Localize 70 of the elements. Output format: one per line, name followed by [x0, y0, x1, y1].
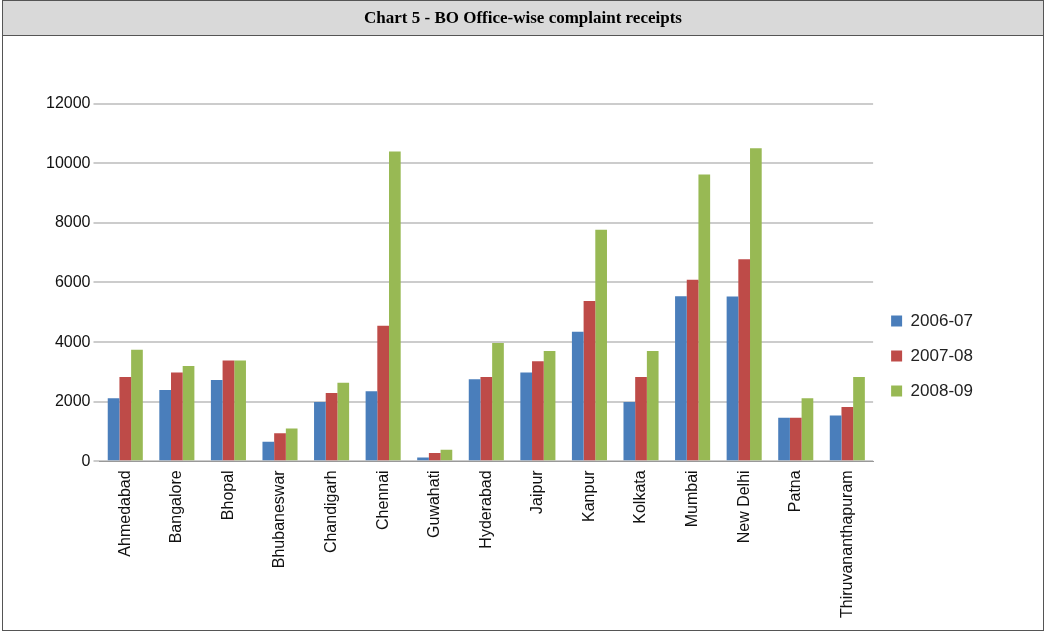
bar [159, 390, 172, 461]
bar [468, 379, 481, 461]
bar [222, 360, 235, 461]
x-tick-label: Bangalore [167, 470, 185, 544]
bar [623, 402, 636, 461]
x-tick-label: Chandigarh [321, 470, 339, 554]
bar [182, 365, 195, 461]
bar [750, 148, 762, 461]
x-tick-label: Jaipur [528, 469, 546, 514]
bar [389, 151, 401, 461]
x-tick-label: Chennai [373, 470, 391, 530]
bar [635, 376, 647, 461]
y-tick-label: 12000 [45, 94, 91, 112]
bar [532, 361, 544, 461]
bar [428, 453, 441, 461]
bar [365, 391, 378, 461]
x-tick-label: Guwahati [425, 470, 443, 538]
y-tick-label: 6000 [54, 272, 91, 290]
bar [417, 457, 429, 461]
bar [377, 325, 389, 461]
bar [726, 296, 739, 461]
y-tick-label: 10000 [45, 153, 91, 171]
chart-title: Chart 5 - BO Office-wise complaint receipts [3, 1, 1043, 36]
bar [829, 415, 842, 461]
bar [686, 279, 699, 461]
x-tick-label: Patna [786, 470, 804, 513]
y-tick-label: 8000 [54, 213, 91, 231]
y-tick-label: 0 [81, 451, 91, 469]
bar [789, 417, 802, 461]
x-tick-label: Ahmedabad [115, 470, 133, 557]
bar [778, 417, 790, 461]
bar [675, 296, 687, 461]
bar [314, 402, 326, 461]
x-tick-label: Mumbai [683, 470, 701, 528]
bar [325, 393, 338, 461]
x-tick-label: Bhubaneswar [270, 469, 288, 569]
bar [801, 398, 814, 461]
bar [853, 376, 865, 461]
x-tick-label: Hyderabad [476, 470, 494, 549]
bar [841, 407, 854, 461]
bar [119, 376, 132, 461]
bar [262, 441, 275, 461]
x-tick-label: Kolkata [631, 470, 649, 524]
bar [543, 351, 556, 461]
bar [285, 428, 298, 461]
y-tick-label: 2000 [54, 392, 91, 410]
bar [698, 174, 711, 461]
y-tick-label: 4000 [54, 332, 91, 350]
bar [234, 360, 246, 461]
bar [337, 382, 350, 461]
legend-label: 2006-07 [910, 310, 973, 330]
x-tick-label: Kanpur [579, 469, 597, 522]
bar [480, 376, 493, 461]
bar [274, 433, 286, 461]
bar [571, 331, 584, 461]
legend-label: 2007-08 [910, 345, 973, 365]
x-tick-label: New Delhi [734, 470, 752, 544]
bar [595, 229, 607, 461]
x-tick-label: Thiruvananthapuram [837, 470, 855, 618]
bar [492, 343, 504, 461]
legend-label: 2008-09 [910, 380, 973, 400]
bar [520, 372, 533, 461]
bar [738, 259, 751, 461]
bar [131, 349, 143, 461]
bar [107, 398, 120, 461]
bar [583, 300, 596, 461]
bar [171, 372, 183, 461]
x-tick-label: Bhopal [218, 470, 236, 521]
bar [646, 351, 659, 461]
bar [210, 379, 223, 461]
